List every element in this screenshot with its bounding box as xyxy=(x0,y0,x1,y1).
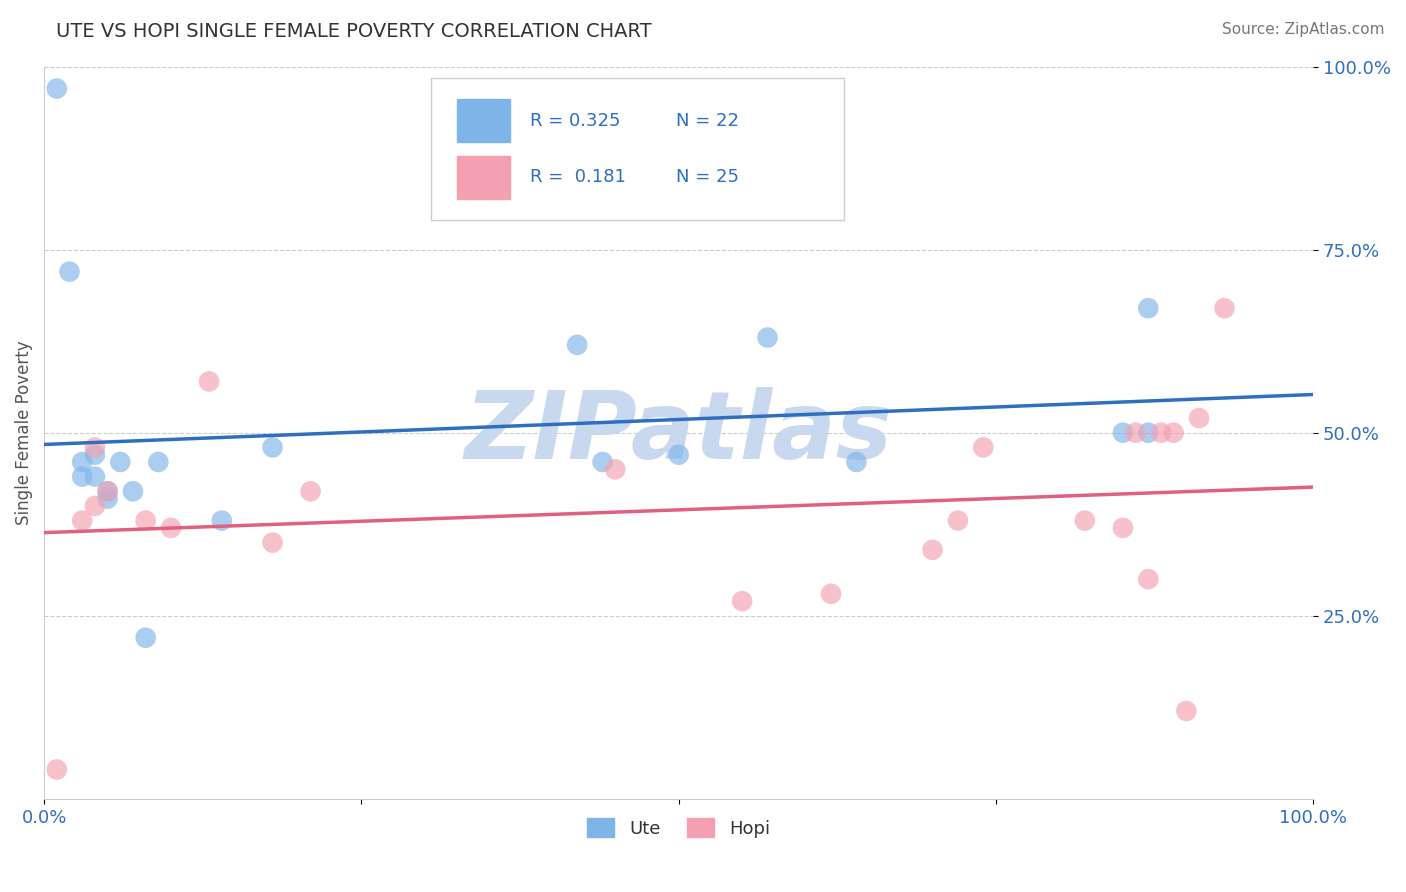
Point xyxy=(820,587,842,601)
Point xyxy=(299,484,322,499)
Point xyxy=(97,484,120,499)
Point xyxy=(83,448,105,462)
Point xyxy=(731,594,754,608)
Point xyxy=(262,441,284,455)
Point xyxy=(946,514,969,528)
Point xyxy=(1188,411,1211,425)
Point xyxy=(45,763,67,777)
Point xyxy=(58,265,80,279)
FancyBboxPatch shape xyxy=(432,78,844,220)
Point xyxy=(756,330,779,344)
Point xyxy=(70,514,93,528)
Point xyxy=(921,542,943,557)
FancyBboxPatch shape xyxy=(457,99,510,143)
Point xyxy=(110,455,132,469)
Point xyxy=(972,441,994,455)
Point xyxy=(148,455,170,469)
Point xyxy=(1125,425,1147,440)
Point xyxy=(83,441,105,455)
Text: R =  0.181: R = 0.181 xyxy=(530,169,626,186)
Point xyxy=(1137,425,1160,440)
Point xyxy=(83,469,105,483)
Text: Source: ZipAtlas.com: Source: ZipAtlas.com xyxy=(1222,22,1385,37)
Text: N = 22: N = 22 xyxy=(676,112,740,129)
Point xyxy=(70,455,93,469)
Point xyxy=(1175,704,1198,718)
Point xyxy=(1213,301,1236,316)
Point xyxy=(211,514,233,528)
Point xyxy=(198,375,221,389)
Point xyxy=(1074,514,1097,528)
Point xyxy=(1137,301,1160,316)
Point xyxy=(262,535,284,549)
Point xyxy=(1150,425,1173,440)
Point xyxy=(1137,572,1160,586)
Point xyxy=(565,338,588,352)
Point xyxy=(1112,521,1135,535)
Legend: Ute, Hopi: Ute, Hopi xyxy=(581,811,778,845)
Point xyxy=(592,455,614,469)
Text: UTE VS HOPI SINGLE FEMALE POVERTY CORRELATION CHART: UTE VS HOPI SINGLE FEMALE POVERTY CORREL… xyxy=(56,22,652,41)
Text: ZIPatlas: ZIPatlas xyxy=(464,387,893,479)
Point xyxy=(668,448,690,462)
Text: N = 25: N = 25 xyxy=(676,169,740,186)
Point xyxy=(97,491,120,506)
Point xyxy=(45,81,67,95)
Point xyxy=(160,521,183,535)
Point xyxy=(70,469,93,483)
Point xyxy=(845,455,868,469)
Point xyxy=(1112,425,1135,440)
Point xyxy=(605,462,627,476)
Point xyxy=(135,514,157,528)
Text: R = 0.325: R = 0.325 xyxy=(530,112,620,129)
Point xyxy=(135,631,157,645)
Point xyxy=(122,484,145,499)
Point xyxy=(97,484,120,499)
Y-axis label: Single Female Poverty: Single Female Poverty xyxy=(15,341,32,525)
Point xyxy=(1163,425,1185,440)
FancyBboxPatch shape xyxy=(457,155,510,199)
Point xyxy=(83,499,105,513)
